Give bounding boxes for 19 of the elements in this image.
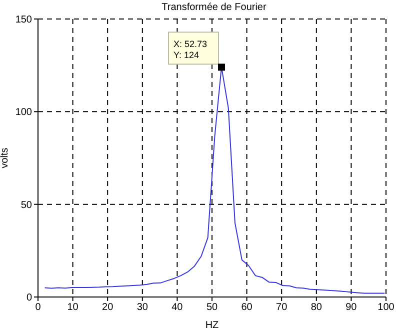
x-tick-label: 20 — [102, 302, 114, 314]
y-tick-label: 0 — [26, 292, 32, 304]
x-axis-title: HZ — [205, 320, 219, 328]
y-tick-label: 50 — [20, 200, 32, 211]
x-tick-label: 100 — [378, 302, 395, 314]
x-tick-label: 40 — [172, 302, 184, 314]
y-tick-label: 100 — [15, 107, 32, 118]
x-tick-label: 0 — [35, 302, 42, 314]
chart-title: Transformée de Fourier — [160, 2, 268, 13]
x-tick-label: 60 — [241, 302, 253, 314]
y-tick-label: 150 — [15, 14, 32, 26]
x-tick-label: 70 — [276, 302, 288, 314]
x-tick-label: 80 — [310, 302, 322, 314]
y-axis-title: volts — [0, 148, 11, 168]
x-tick-label: 90 — [346, 302, 358, 314]
x-tick-label: 10 — [67, 302, 79, 314]
x-tick-label: 50 — [206, 302, 218, 314]
x-tick-label: 30 — [136, 302, 148, 314]
annotation: X: 52.73 Y: 124 — [174, 39, 208, 60]
